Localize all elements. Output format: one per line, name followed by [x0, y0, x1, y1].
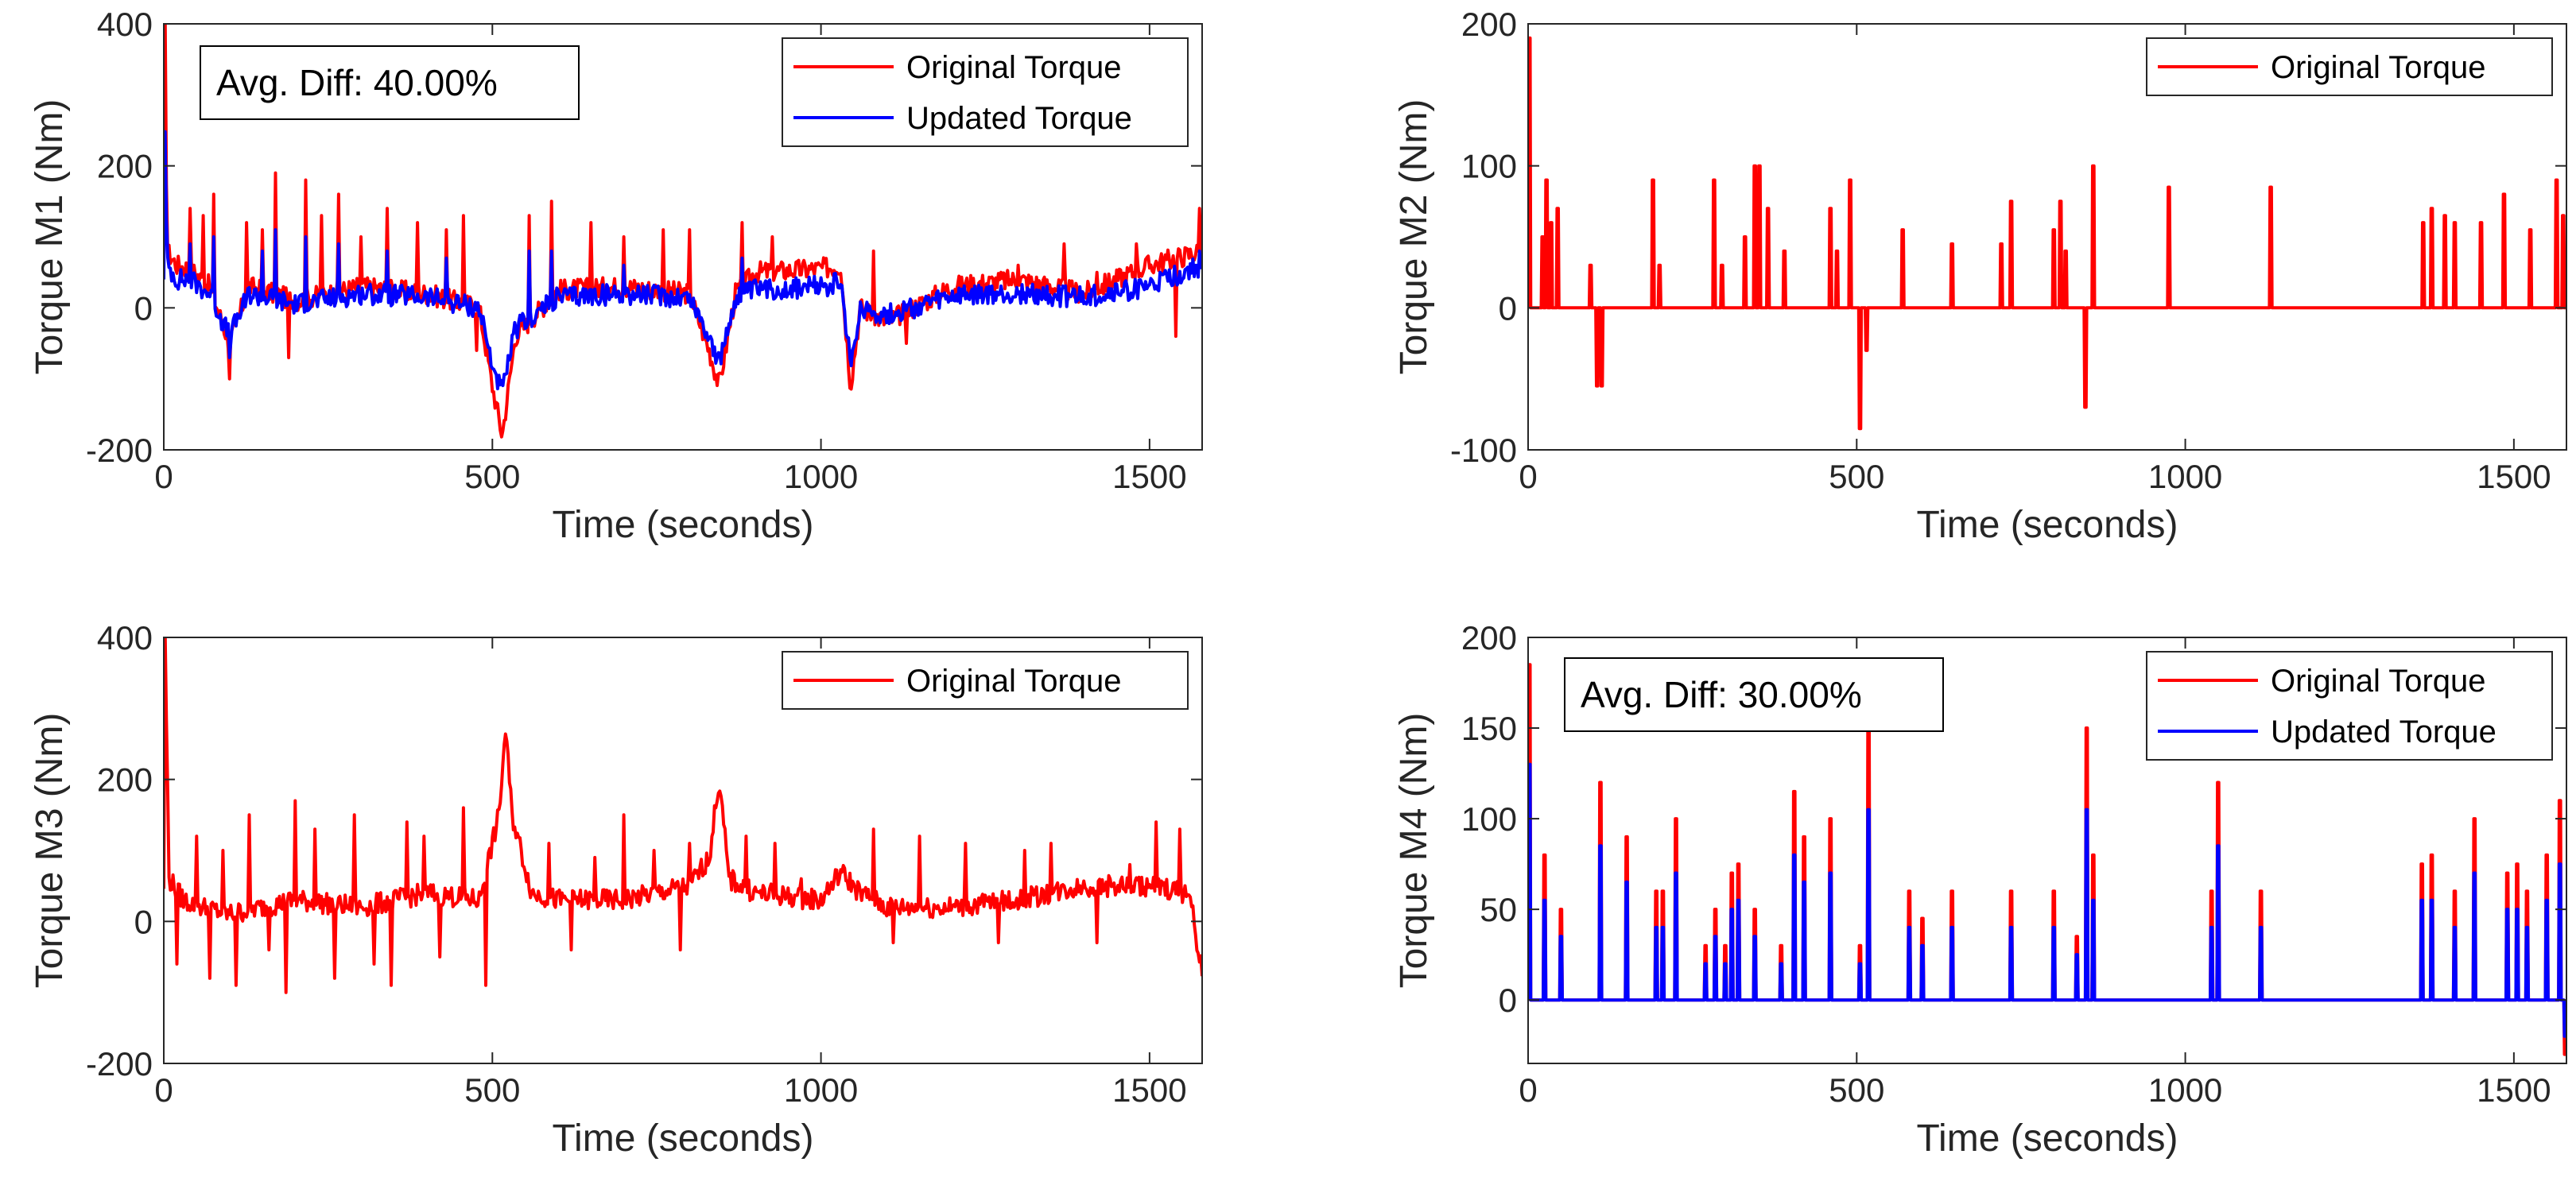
legend-label: Original Torque: [906, 664, 1122, 699]
series-line-updated-torque: [1528, 762, 2566, 1038]
x-tick-label: 1000: [784, 1071, 858, 1109]
legend-label: Updated Torque: [2271, 715, 2496, 749]
x-tick-label: 1000: [2148, 1071, 2222, 1109]
legend-label: Original Torque: [2271, 50, 2486, 85]
y-axis-label: Torque M1 (Nm): [29, 99, 71, 375]
annotation-box: [200, 45, 580, 120]
axes-frame: [1527, 23, 2567, 451]
legend-label: Updated Torque: [906, 101, 1132, 136]
x-axis-label: Time (seconds): [1917, 1117, 2178, 1160]
y-tick-label: 400: [97, 619, 153, 656]
y-axis-label: Torque M4 (Nm): [1393, 713, 1435, 989]
legend: Original Torque Updated Torque: [2146, 651, 2553, 761]
y-tick-label: 100: [1461, 800, 1517, 838]
x-tick-label: 0: [1519, 458, 1537, 495]
y-tick-label: 0: [134, 289, 153, 327]
axes-frame: [163, 23, 1203, 451]
y-tick-label: -200: [86, 1045, 153, 1082]
x-tick-label: 1000: [2148, 458, 2222, 495]
y-tick-label: 200: [97, 761, 153, 799]
y-tick-label: 0: [134, 903, 153, 940]
annotation-text: Avg. Diff: 30.00%: [1581, 674, 1862, 715]
legend-label: Original Torque: [2271, 664, 2486, 699]
x-axis-label: Time (seconds): [553, 1117, 814, 1160]
y-axis-label: Torque M2 (Nm): [1393, 99, 1435, 375]
series-line-updated-torque: [164, 130, 1202, 391]
axes-frame: [163, 637, 1203, 1064]
x-tick-label: 500: [464, 458, 520, 495]
x-tick-label: 1500: [1112, 458, 1186, 495]
x-tick-label: 0: [1519, 1071, 1537, 1109]
y-tick-label: -100: [1450, 432, 1517, 469]
axes-frame: [1527, 637, 2567, 1064]
series-line-original-torque: [1528, 36, 2566, 431]
y-tick-label: 0: [1499, 289, 1517, 327]
y-tick-label: 150: [1461, 710, 1517, 747]
legend-label: Original Torque: [906, 50, 1122, 85]
x-tick-label: 1500: [2477, 458, 2551, 495]
x-tick-label: 1500: [1112, 1071, 1186, 1109]
y-axis-label: Torque M3 (Nm): [29, 713, 71, 989]
x-tick-label: 500: [1829, 458, 1884, 495]
y-tick-label: 200: [1461, 619, 1517, 656]
legend: Original Torque: [782, 651, 1189, 710]
y-tick-label: 200: [1461, 6, 1517, 43]
x-tick-label: 0: [154, 1071, 173, 1109]
chart-m4: 0 500 1000 1500 0 50 100 150 200 Time (seconds) To…: [1393, 619, 2567, 1160]
y-tick-label: 400: [97, 6, 153, 43]
x-tick-label: 1000: [784, 458, 858, 495]
x-tick-label: 500: [1829, 1071, 1884, 1109]
y-tick-label: 50: [1480, 891, 1517, 928]
y-tick-label: 0: [1499, 982, 1517, 1019]
annotation-box: [1564, 657, 1944, 732]
x-axis-label: Time (seconds): [553, 504, 814, 546]
x-tick-label: 1500: [2477, 1071, 2551, 1109]
annotation-text: Avg. Diff: 40.00%: [216, 62, 498, 103]
legend: Original Torque Updated Torque: [782, 37, 1189, 147]
x-tick-label: 500: [464, 1071, 520, 1109]
series-line-original-torque: [164, 637, 1202, 994]
legend-box: [782, 37, 1189, 147]
y-tick-label: 100: [1461, 148, 1517, 185]
legend: Original Torque: [2146, 37, 2553, 96]
x-axis-label: Time (seconds): [1917, 504, 2178, 546]
y-tick-label: 200: [97, 148, 153, 185]
x-tick-label: 0: [154, 458, 173, 495]
legend-box: [2146, 651, 2553, 761]
y-tick-label: -200: [86, 432, 153, 469]
